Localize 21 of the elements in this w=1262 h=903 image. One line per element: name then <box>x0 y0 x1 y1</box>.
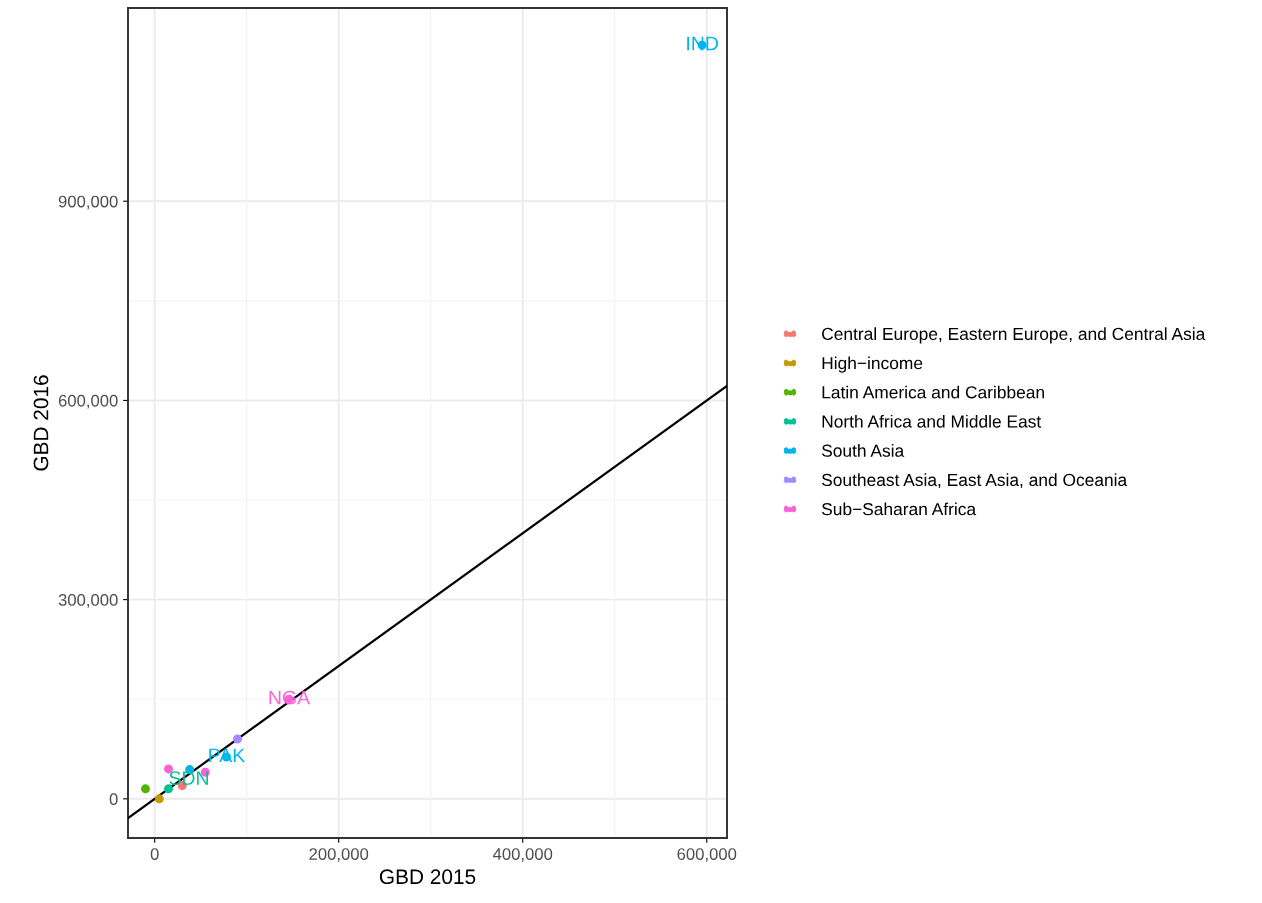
point <box>154 794 164 804</box>
legend-label: Central Europe, Eastern Europe, and Central Asia <box>822 327 1206 344</box>
point <box>232 734 242 744</box>
x-axis-title: GBD 2015 <box>379 869 476 885</box>
legend-label: High−income <box>822 356 923 373</box>
legend-label: Latin America and Caribbean <box>822 385 1044 399</box>
legend-label: South Asia <box>821 444 905 457</box>
y-tick-label: 300,000 <box>58 594 118 608</box>
point <box>140 784 150 794</box>
x-tick-label: 0 <box>150 848 159 860</box>
x-tick-label: 400,000 <box>493 848 553 862</box>
point <box>163 784 173 794</box>
legend-label: Southeast Asia, East Asia, and Oceania <box>821 473 1128 489</box>
x-tick-label: 600,000 <box>677 848 737 862</box>
y-tick-label: 0 <box>109 793 118 806</box>
y-tick-label: 600,000 <box>58 394 118 409</box>
legend-label: North Africa and Middle East <box>822 414 1042 428</box>
legend-label: Sub−Saharan Africa <box>821 502 977 516</box>
y-tick-label: 900,000 <box>58 195 118 210</box>
y-axis-title: GBD 2016 <box>33 375 49 471</box>
x-tick-label: 200,000 <box>309 848 369 862</box>
